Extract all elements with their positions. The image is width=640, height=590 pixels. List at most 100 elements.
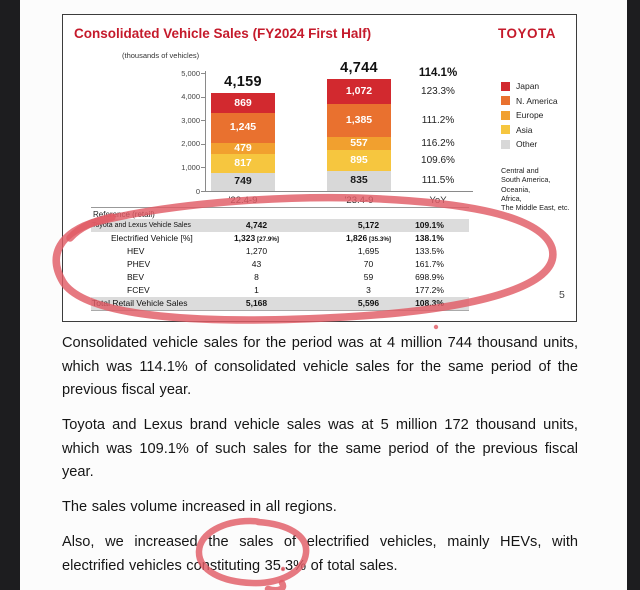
y-tick-mark <box>201 96 205 98</box>
cell-value: 1,270 <box>245 246 268 256</box>
cell-value: 161.7% <box>415 259 444 269</box>
cell-fy22: 43 <box>209 258 304 271</box>
bar-segment-europe: 479 <box>211 142 275 155</box>
toyota-logo: TOYOTA <box>497 26 556 41</box>
row-label: HEV <box>127 246 145 256</box>
legend-label: Other <box>516 139 538 149</box>
bar-segment-asia: 817 <box>211 154 275 174</box>
cell-yoy: 108.3% <box>382 297 477 310</box>
y-tick-label: 0 <box>195 186 200 196</box>
reference-retail-table: Reference (retail) Toyota and Lexus Vehi… <box>91 207 469 311</box>
bar-segment-japan: 869 <box>211 92 275 114</box>
legend-note-line: South America, <box>501 175 551 185</box>
paragraph-regions: The sales volume increased in all region… <box>62 499 337 515</box>
segment-yoy-other: 111.5% <box>421 175 455 187</box>
bar-segment-japan: 1,072 <box>327 79 391 105</box>
bar-total-label: 4,744 <box>340 60 378 77</box>
units-note: (thousands of vehicles) <box>122 51 200 60</box>
bar-segment-n-america: 1,385 <box>327 104 391 137</box>
y-tick-label: 1,000 <box>181 162 200 172</box>
cell-share-note: [27.9%] <box>255 236 280 243</box>
cell-value: 43 <box>251 259 262 269</box>
y-tick-mark <box>201 120 205 122</box>
cell-fy22: 1,270 <box>209 245 304 258</box>
legend-swatch <box>501 81 510 91</box>
left-black-bar <box>0 0 20 590</box>
segment-yoy-japan: 123.3% <box>421 85 455 97</box>
y-tick-label: 4,000 <box>181 92 200 102</box>
cell-value: 4,742 <box>245 220 268 230</box>
cell-value: 138.1% <box>415 233 444 243</box>
slide-title: Consolidated Vehicle Sales (FY2024 First… <box>74 26 372 41</box>
segment-yoy-asia: 109.6% <box>421 154 455 166</box>
row-label: Electrified Vehicle [%] <box>111 233 193 243</box>
cell-value: 177.2% <box>415 285 444 295</box>
cell-value: 8 <box>254 272 259 282</box>
legend-note-line: Central and <box>501 166 539 175</box>
cell-yoy: 109.1% <box>382 219 477 232</box>
cell-fy22: 4,742 <box>209 219 304 232</box>
legend-note-line: The Middle East, etc. <box>501 203 570 213</box>
legend-item-europe: Europe <box>501 110 543 120</box>
cell-value: 1,826 <box>345 233 368 243</box>
cell-value: 70 <box>363 259 374 269</box>
legend-swatch <box>501 110 510 120</box>
table-row: HEV 1,270 1,695 133.5% <box>91 245 469 258</box>
legend-note-line: Africa, <box>501 193 522 203</box>
cell-value: 5,172 <box>357 220 380 230</box>
paragraph-electrified: Also, we increased the sales of electrif… <box>62 534 578 574</box>
yoy-column-header: YoY <box>429 195 447 206</box>
x-axis-label: '22.4-9 <box>228 195 258 206</box>
segment-yoy-n-america: 111.2% <box>421 114 455 126</box>
table-row: BEV 8 59 698.9% <box>91 271 469 284</box>
cell-value: 5,168 <box>245 298 268 308</box>
cell-value: 1,323 <box>233 233 256 243</box>
y-tick-mark <box>201 191 205 192</box>
bar-segment-other: 749 <box>211 173 275 191</box>
legend-swatch <box>501 96 510 105</box>
cell-value: 133.5% <box>415 246 444 256</box>
bar-segment-n-america: 1,245 <box>211 113 275 143</box>
table-header: Reference (retail) <box>91 207 469 219</box>
cell-yoy: 138.1% <box>382 232 477 245</box>
y-tick-label: 5,000 <box>181 68 200 78</box>
cell-value: 59 <box>363 272 374 282</box>
cell-fy22: 1,323 [27.9%] <box>209 232 304 245</box>
bar-segment-asia: 895 <box>327 150 391 172</box>
cell-value: 1,695 <box>357 246 380 256</box>
table-row: PHEV 43 70 161.7% <box>91 258 469 271</box>
cell-yoy: 698.9% <box>382 271 477 284</box>
table-row: Toyota and Lexus Vehicle Sales 4,742 5,172… <box>91 219 469 232</box>
cell-fy22: 5,168 <box>209 297 304 310</box>
table-row: FCEV 1 3 177.2% <box>91 284 469 297</box>
table-row: Total Retail Vehicle Sales 5,168 5,596 108.… <box>91 297 469 311</box>
legend-label: Europe <box>516 110 544 120</box>
cell-value: 1 <box>254 285 259 295</box>
cell-yoy: 177.2% <box>382 284 477 297</box>
transcript-text: Consolidated vehicle sales for the perio… <box>62 332 578 590</box>
bar-segment-other: 835 <box>327 171 391 191</box>
total-yoy-label: 114.1% <box>418 67 458 79</box>
legend-label: Japan <box>516 81 540 91</box>
y-tick-label: 2,000 <box>181 139 200 149</box>
cell-fy22: 8 <box>209 271 304 284</box>
row-label: BEV <box>127 272 145 282</box>
y-tick-mark <box>201 143 205 145</box>
stray-dot-upper <box>433 324 439 330</box>
row-label: Total Retail Vehicle Sales <box>92 298 188 308</box>
y-tick-label: 3,000 <box>181 115 200 125</box>
row-label: PHEV <box>127 259 151 269</box>
cell-value: 698.9% <box>415 272 444 282</box>
x-axis-label: '23.4-9 <box>344 195 374 206</box>
right-black-bar <box>627 0 640 590</box>
bar-segment-europe: 557 <box>327 137 391 151</box>
legend-label: Asia <box>516 124 533 135</box>
page-number: 5 <box>559 289 565 301</box>
row-label: Toyota and Lexus Vehicle Sales <box>92 222 191 229</box>
cell-yoy: 133.5% <box>382 245 477 258</box>
cell-value: 109.1% <box>415 220 444 230</box>
bar-total-label: 4,159 <box>224 73 262 90</box>
y-axis-line <box>205 71 206 191</box>
row-label: FCEV <box>127 285 150 295</box>
